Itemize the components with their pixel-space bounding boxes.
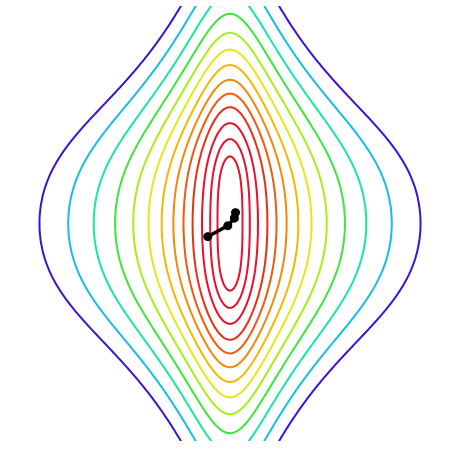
contour-level-4 [191,106,269,341]
optimizer-step-point-3 [223,221,233,231]
contour-level-8 [147,48,313,399]
contour-level-7 [160,64,300,383]
contour-level-6 [172,78,288,369]
optimizer-step-point-4 [203,232,213,242]
contour-level-11 [92,6,368,441]
contour-level-5 [182,92,278,355]
contour-level-9 [132,31,328,416]
contour-level-3 [201,122,259,325]
contour-level-10 [114,12,346,435]
optimizer-step-point-2 [229,213,239,223]
contour-level-13 [38,6,422,441]
contour-lines [38,6,422,441]
contour-level-1 [216,155,244,292]
contour-level-12 [67,6,393,441]
optimizer-path [203,208,240,242]
